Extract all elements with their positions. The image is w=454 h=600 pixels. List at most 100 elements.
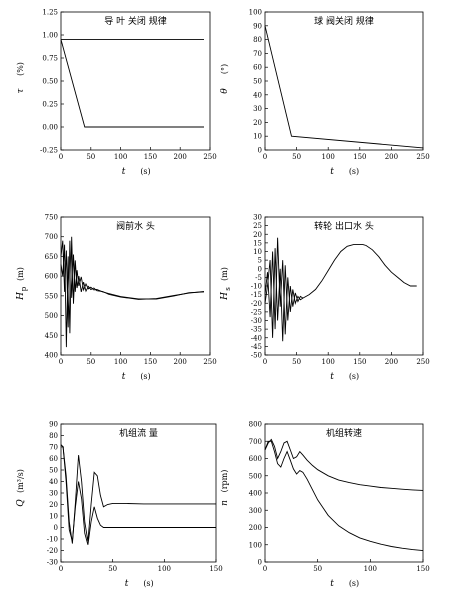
chart-1-ytick-label: 0.00 [42,124,58,132]
chart-5-series-2-line [60,444,216,545]
chart-4-title: 转轮 出口水 头 [314,220,374,232]
chart-1-series-2-line [60,39,204,128]
chart-1-ytick-label: -0.25 [40,147,58,155]
chart-6-series-1-line [264,438,424,491]
chart-4-ytick-label: -35 [251,326,262,334]
chart-1-xtick-label: 100 [114,153,127,161]
chart-4-ylabel-sub: s [224,287,232,291]
chart-3-series-2-line [60,236,205,348]
chart-1-xtick-label: 50 [86,153,95,161]
chart-4-xtick-label: 50 [292,358,301,366]
chart-3-ytick-label: 700 [45,233,58,241]
chart-2-xtick-label: 200 [385,153,398,161]
chart-3-series-1-line [60,240,205,328]
chart-4-ytick-label: -5 [255,274,262,282]
chart-3-xtick-label: 150 [144,358,157,366]
chart-6-xtick-label: 100 [364,565,377,573]
chart-5-xtick-label: 150 [209,565,222,573]
chart-1-xtick-label: 200 [174,153,187,161]
chart-1-xtick-label: 150 [144,153,157,161]
chart-1-ylabel-group: τ (%) [16,62,26,93]
chart-6-ylabel: n [220,500,230,506]
chart-5-xtick-label: 100 [158,565,171,573]
chart-5-xunit: (s) [143,579,153,588]
chart-5-frame [60,423,217,563]
chart-4-ytick-label: 10 [253,248,262,256]
chart-5-ytick-label: -10 [47,536,58,544]
chart-1-xtick-label: 250 [203,153,216,161]
chart-3-xunit: (s) [140,372,150,381]
chart-6-ytick-label: 800 [249,421,262,429]
chart-4-ytick-label: -20 [251,300,262,308]
chart-5-title: 机组流 量 [119,427,158,439]
chart-3-xtick-label: 50 [86,358,95,366]
chart-2-series-1-line [264,25,424,149]
chart-5-yunit: (m³/s) [16,469,25,493]
chart-1-yunit: (%) [16,62,25,76]
chart-5-ytick-label: 50 [49,467,58,475]
chart-6-ytick-label: 0 [258,559,262,567]
chart-4-xtick-label: 200 [385,358,398,366]
chart-6-yunit: (rpm) [220,470,229,493]
chart-6-ytick-label: 100 [249,541,262,549]
chart-4-series-2-line [264,248,304,342]
chart-1-xunit: (s) [140,167,150,176]
chart-3-xtick-label: 200 [174,358,187,366]
chart-5-ylabel-group: Q (m³/s) [16,469,26,507]
chart-3-ytick-label: 600 [45,273,58,281]
chart-5-xlabel: t [125,579,129,589]
chart-4-ytick-label: -40 [251,334,262,342]
chart-3-xtick-label: 0 [59,358,63,366]
chart-4-ylabel: H [220,292,230,301]
chart-5-ytick-label: 60 [49,455,58,463]
chart-2-ytick-label: 20 [253,119,262,127]
chart-6-xlabel: t [330,579,334,589]
chart-1-xtick-label: 0 [59,153,63,161]
chart-4-ytick-label: -30 [251,317,262,325]
chart-5-ytick-label: -30 [47,559,58,567]
chart-2-ytick-label: 60 [253,64,262,72]
chart-4-ytick-label: -15 [251,291,262,299]
chart-2-ytick-label: 80 [253,36,262,44]
chart-2-xunit: (s) [349,167,359,176]
chart-6-ytick-label: 500 [249,472,262,480]
chart-5-ytick-label: 0 [54,524,58,532]
chart-6-xunit: (s) [349,579,359,588]
chart-5-ytick-label: 70 [49,444,58,452]
chart-6-ytick-label: 300 [249,507,262,515]
chart-6-xtick-label: 0 [263,565,267,573]
chart-4-ytick-label: 20 [253,231,262,239]
chart-2-ytick-label: 70 [253,50,262,58]
chart-4-xunit: (s) [349,372,359,381]
chart-4-yunit: (m) [220,267,229,281]
chart-5-ytick-label: 80 [49,432,58,440]
chart-2-xtick-label: 50 [292,153,301,161]
chart-4-ytick-label: 30 [253,214,262,222]
chart-3-frame [60,216,211,356]
chart-4-ytick-label: 5 [258,257,262,265]
chart-3-ytick-label: 400 [45,352,58,360]
chart-2-yunit: (°) [220,64,229,74]
chart-4-xtick-label: 250 [416,358,429,366]
chart-4-ylabel-group: Hs (m) [220,267,232,301]
chart-2-title: 球 阀关闭 规律 [314,15,374,27]
chart-5-ytick-label: 90 [49,421,58,429]
chart-2-ytick-label: 10 [253,133,262,141]
chart-4-ytick-label: -45 [251,343,262,351]
chart-5-ytick-label: 30 [49,490,58,498]
chart-4-xtick-label: 100 [322,358,335,366]
chart-2-ylabel-group: θ (°) [220,64,230,94]
chart-4-xlabel: t [330,372,334,382]
chart-3-ytick-label: 750 [45,214,58,222]
chart-3-ylabel-group: Hp (m) [16,267,28,301]
chart-2-xtick-label: 150 [353,153,366,161]
chart-1-ytick-label: 0.75 [42,55,58,63]
chart-2-ytick-label: 50 [253,78,262,86]
chart-3-yunit: (m) [16,267,25,281]
chart-2-xtick-label: 0 [263,153,267,161]
chart-1-xlabel: t [122,167,126,177]
chart-6-ytick-label: 600 [249,455,262,463]
chart-6-ytick-label: 200 [249,524,262,532]
chart-3-ytick-label: 500 [45,312,58,320]
chart-4-ytick-label: -50 [251,352,262,360]
